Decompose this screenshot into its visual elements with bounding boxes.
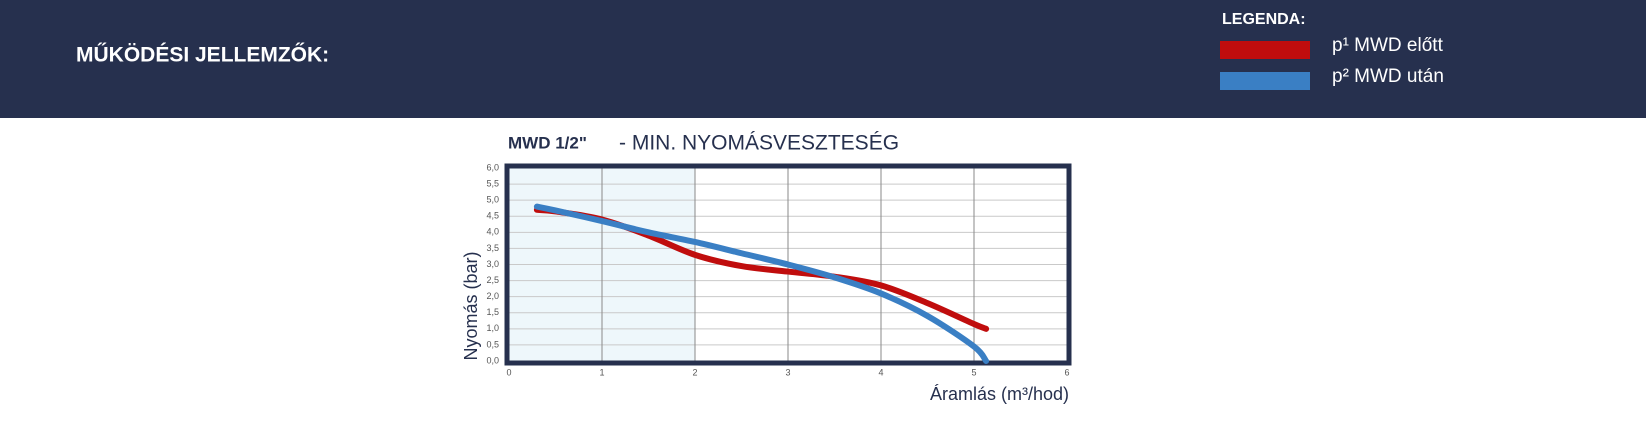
header-bar [0,0,1646,118]
y-tick-label: 3,5 [486,243,499,253]
y-tick-label: 1,5 [486,307,499,317]
y-tick-label: 0,5 [486,339,499,349]
y-tick-label: 2,0 [486,291,499,301]
x-tick-label: 6 [1064,367,1069,377]
x-tick-label: 2 [692,367,697,377]
y-tick-label: 1,0 [486,323,499,333]
chart-title: MWD 1/2" [508,133,587,152]
plot-frame [504,163,1072,366]
y-tick-label: 6,0 [486,162,499,172]
x-tick-label: 0 [506,367,511,377]
y-tick-label: 5,5 [486,178,499,188]
y-tick-label: 4,0 [486,227,499,237]
y-axis-label: Nyomás (bar) [461,251,481,360]
x-tick-label: 3 [785,367,790,377]
header-title: MŰKÖDÉSI JELLEMZŐK: [76,44,329,67]
y-tick-label: 5,0 [486,195,499,205]
chart-subtitle: - MIN. NYOMÁSVESZTESÉG [619,132,899,155]
y-tick-label: 3,0 [486,259,499,269]
legend-swatch [1220,41,1310,59]
series-line [533,203,990,364]
x-axis-label: Áramlás (m³/hod) [930,384,1069,404]
legend-label: p¹ MWD előtt [1332,35,1444,56]
x-tick-label: 4 [878,367,883,377]
legend-swatch [1220,72,1310,90]
legend-label: p² MWD után [1332,66,1444,87]
y-tick-label: 2,5 [486,275,499,285]
legend-title: LEGENDA: [1222,11,1306,28]
y-tick-label: 0,0 [486,355,499,365]
x-tick-label: 1 [599,367,604,377]
y-tick-label: 4,5 [486,211,499,221]
x-tick-label: 5 [971,367,976,377]
